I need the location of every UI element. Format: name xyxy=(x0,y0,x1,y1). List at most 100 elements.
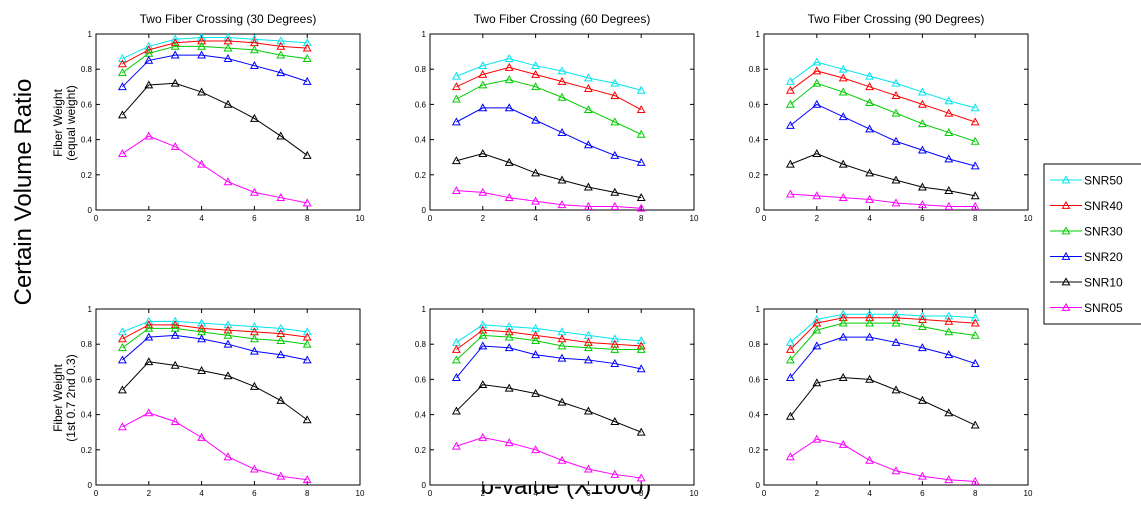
series-line-snr50 xyxy=(122,320,308,333)
data-point-snr10 xyxy=(838,373,848,382)
y-tick-label: 0.2 xyxy=(81,171,93,180)
data-point-snr20 xyxy=(117,355,127,364)
x-tick-label: 4 xyxy=(199,489,204,498)
data-point-snr20 xyxy=(302,76,312,85)
data-point-snr10 xyxy=(117,385,127,394)
legend: SNR50 SNR40 SNR30 SNR20 SNR10 SNR05 xyxy=(1043,163,1141,325)
data-point-snr30 xyxy=(531,82,541,91)
data-point-snr05 xyxy=(812,434,822,443)
data-point-snr20 xyxy=(944,154,954,163)
series-line-snr40 xyxy=(456,329,642,350)
data-point-snr05 xyxy=(865,455,875,464)
x-tick-label: 2 xyxy=(815,489,820,498)
data-point-snr40 xyxy=(276,41,286,50)
data-point-snr50 xyxy=(610,78,620,87)
data-point-snr30 xyxy=(944,327,954,336)
data-point-snr50 xyxy=(891,78,901,87)
data-point-snr30 xyxy=(117,343,127,352)
data-point-snr30 xyxy=(144,323,154,332)
legend-marker xyxy=(1061,251,1071,260)
data-point-snr50 xyxy=(812,314,822,323)
data-point-snr30 xyxy=(451,355,461,364)
y-tick-label: 0.4 xyxy=(749,136,761,145)
data-point-snr05 xyxy=(249,187,259,196)
data-point-snr30 xyxy=(891,108,901,117)
data-point-snr10 xyxy=(891,175,901,184)
chart-panel-2: 0 2 4 6 8 10 0 0.2 0.4 0.6 0.8 1 Two Fiber Crossing … xyxy=(415,12,699,223)
data-point-snr10 xyxy=(583,182,593,191)
x-tick-label: 6 xyxy=(252,489,257,498)
legend-marker xyxy=(1061,200,1071,209)
data-point-snr50 xyxy=(276,36,286,45)
y-tick-label: 0 xyxy=(422,206,427,215)
data-point-snr05 xyxy=(891,466,901,475)
y-tick-label: 0.8 xyxy=(415,65,427,74)
data-point-snr05 xyxy=(144,408,154,417)
data-point-snr30 xyxy=(223,330,233,339)
data-point-snr05 xyxy=(170,417,180,426)
data-point-snr40 xyxy=(970,117,980,126)
data-point-snr20 xyxy=(170,50,180,59)
data-point-snr10 xyxy=(636,427,646,436)
data-point-snr20 xyxy=(276,68,286,77)
data-point-snr20 xyxy=(451,373,461,382)
data-point-snr50 xyxy=(970,103,980,112)
x-tick-label: 10 xyxy=(690,214,699,223)
data-point-snr05 xyxy=(636,473,646,482)
y-tick-label: 0.8 xyxy=(749,65,761,74)
data-point-snr40 xyxy=(197,323,207,332)
chart-panel-6: 0 2 4 6 8 10 0 0.2 0.4 0.6 0.8 1 xyxy=(749,305,1033,498)
data-point-snr10 xyxy=(970,191,980,200)
y-tick-label: 0.8 xyxy=(415,340,427,349)
legend-label: SNR05 xyxy=(1084,301,1123,315)
data-point-snr20 xyxy=(891,337,901,346)
data-point-snr10 xyxy=(610,187,620,196)
data-point-snr20 xyxy=(478,341,488,350)
data-point-snr40 xyxy=(891,313,901,322)
data-point-snr50 xyxy=(838,309,848,318)
data-point-snr05 xyxy=(583,464,593,473)
legend-item-snr30: SNR30 xyxy=(1050,225,1123,239)
legend-marker xyxy=(1061,175,1071,184)
y-tick-label: 0.6 xyxy=(415,100,427,109)
y-tick-label: 0.2 xyxy=(81,446,93,455)
data-point-snr10 xyxy=(249,381,259,390)
data-point-snr30 xyxy=(970,330,980,339)
data-point-snr20 xyxy=(865,124,875,133)
data-point-snr10 xyxy=(812,149,822,158)
data-point-snr40 xyxy=(531,330,541,339)
data-point-snr30 xyxy=(276,50,286,59)
data-point-snr05 xyxy=(504,193,514,202)
series-line-snr30 xyxy=(456,334,642,361)
data-point-snr05 xyxy=(276,193,286,202)
data-point-snr05 xyxy=(785,452,795,461)
x-tick-label: 0 xyxy=(762,489,767,498)
data-point-snr05 xyxy=(557,455,567,464)
series-line-snr30 xyxy=(456,79,642,135)
y-tick-label: 0.4 xyxy=(415,411,427,420)
data-point-snr10 xyxy=(531,168,541,177)
data-point-snr05 xyxy=(557,200,567,209)
data-point-snr40 xyxy=(865,313,875,322)
data-point-snr20 xyxy=(197,50,207,59)
series-line-snr50 xyxy=(122,37,308,60)
series-line-snr30 xyxy=(790,82,976,142)
data-point-snr05 xyxy=(785,189,795,198)
series-line-snr10 xyxy=(122,82,308,156)
data-point-snr10 xyxy=(144,80,154,89)
data-point-snr30 xyxy=(944,127,954,136)
legend-item-snr10: SNR10 xyxy=(1050,276,1123,290)
data-point-snr30 xyxy=(610,117,620,126)
data-point-snr40 xyxy=(451,82,461,91)
series-line-snr50 xyxy=(790,61,976,109)
x-tick-label: 6 xyxy=(920,489,925,498)
data-point-snr10 xyxy=(970,420,980,429)
data-point-snr40 xyxy=(610,90,620,99)
y-tick-label: 0.6 xyxy=(81,100,93,109)
data-point-snr05 xyxy=(531,445,541,454)
data-point-snr10 xyxy=(785,411,795,420)
series-line-snr10 xyxy=(790,377,976,426)
plot-frame xyxy=(763,308,1029,486)
data-point-snr05 xyxy=(838,439,848,448)
data-point-snr50 xyxy=(478,61,488,70)
